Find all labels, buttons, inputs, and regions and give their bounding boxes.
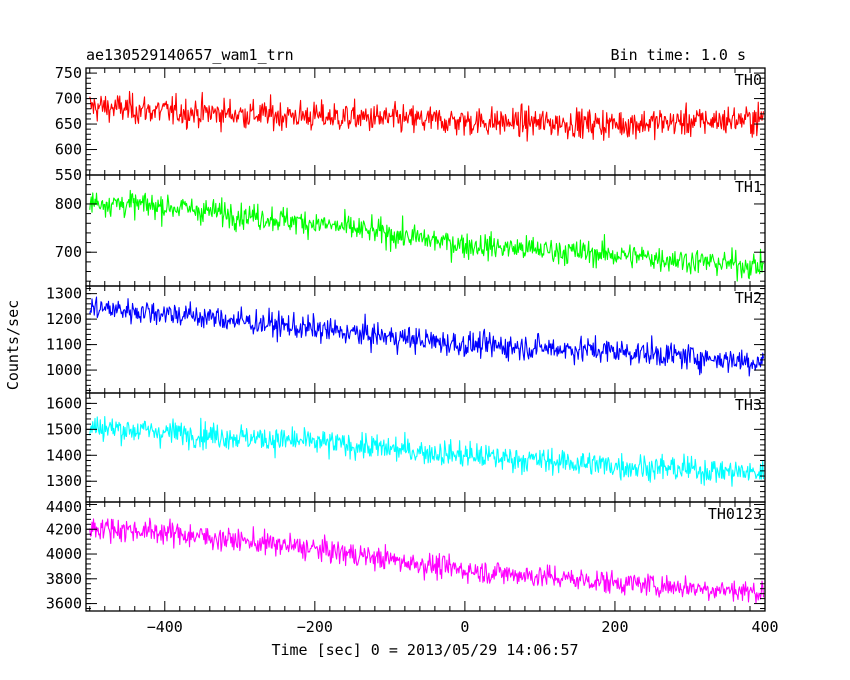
chart-title: ae130529140657_wam1_trn (86, 46, 294, 64)
y-tick-label: 750 (55, 64, 82, 82)
y-tick-label: 4400 (46, 498, 82, 516)
y-tick-label: 1400 (46, 446, 82, 464)
y-tick-label: 4200 (46, 520, 82, 538)
panel-label-th3: TH3 (735, 396, 762, 414)
chart-subtitle: Bin time: 1.0 s (611, 46, 746, 64)
y-tick-label: 3600 (46, 595, 82, 613)
panel-th0123: TH0123 3600 3800 4000 4200 4400 (46, 498, 766, 613)
panel-th3: TH3 1300 1400 1500 1600 (46, 392, 766, 503)
y-tick-label: 1300 (46, 472, 82, 490)
x-tick-label: −200 (297, 618, 333, 636)
x-tick-label: 400 (751, 618, 778, 636)
y-tick-label: 4000 (46, 545, 82, 563)
panels: TH0 550 600 650 700 750 TH1 700 800 TH2 1000 1100 12… (46, 64, 779, 636)
panel-label-th2: TH2 (735, 289, 762, 307)
x-axis-label: Time [sec] 0 = 2013/05/29 14:06:57 (271, 641, 578, 659)
y-tick-label: 700 (55, 243, 82, 261)
y-tick-label: 1200 (46, 310, 82, 328)
y-tick-label: 1300 (46, 285, 82, 303)
panel-label-th1: TH1 (735, 178, 762, 196)
x-tick-label: −400 (147, 618, 183, 636)
panel-frame (85, 501, 766, 612)
panel-label-th0: TH0 (735, 71, 762, 89)
panel-label-th0123: TH0123 (708, 505, 762, 523)
panel-frame (85, 174, 766, 287)
y-tick-label: 650 (55, 115, 82, 133)
y-tick-label: 600 (55, 141, 82, 159)
y-axis-label: Counts/sec (4, 300, 22, 390)
x-tick-label: 0 (460, 618, 469, 636)
y-tick-label: 800 (55, 195, 82, 213)
series-line-th3 (89, 415, 765, 487)
panel-th0: TH0 550 600 650 700 750 (55, 64, 766, 184)
y-tick-label: 1600 (46, 394, 82, 412)
y-tick-label: 550 (55, 166, 82, 184)
y-tick-label: 1100 (46, 336, 82, 354)
panel-th2: TH2 1000 1100 1200 1300 (46, 285, 766, 394)
y-tick-label: 1500 (46, 420, 82, 438)
series-line-th0123 (89, 517, 765, 604)
series-line-th2 (89, 296, 765, 377)
x-tick-label: 200 (601, 618, 628, 636)
series-line-th0 (89, 90, 765, 142)
y-tick-label: 3800 (46, 570, 82, 588)
y-tick-label: 1000 (46, 361, 82, 379)
panel-th1: TH1 700 800 (55, 174, 766, 287)
series-line-th1 (89, 189, 764, 282)
y-tick-label: 700 (55, 90, 82, 108)
